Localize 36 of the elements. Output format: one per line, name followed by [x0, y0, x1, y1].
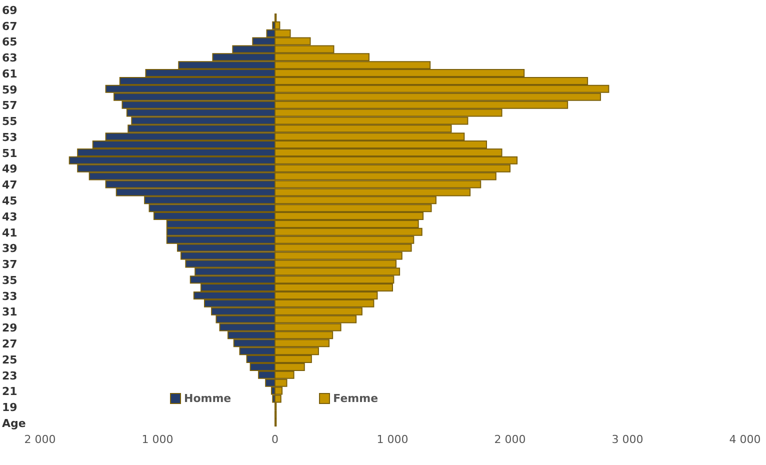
y-tick-label: 27 — [2, 338, 18, 350]
y-tick-label: 21 — [2, 385, 18, 398]
x-tick-label: 2 000 — [494, 432, 526, 446]
y-tick-label: 61 — [2, 67, 18, 80]
y-tick-label: 41 — [2, 226, 18, 240]
x-tick-label: 1 000 — [142, 432, 174, 446]
y-tick-label: 51 — [2, 146, 18, 160]
x-tick-label: 4 000 — [729, 432, 761, 446]
y-tick-label: 43 — [2, 210, 18, 224]
y-tick-label: 35 — [2, 274, 18, 287]
x-tick-label: 1 000 — [376, 432, 408, 446]
y-tick-label: 69 — [2, 4, 18, 17]
y-tick-label: 25 — [2, 353, 18, 366]
y-tick-label: 67 — [2, 20, 18, 33]
y-tick-label: 63 — [2, 52, 18, 65]
y-tick-label: 29 — [2, 322, 18, 335]
y-tick-label: 65 — [2, 36, 18, 49]
y-tick-label: 37 — [2, 258, 18, 272]
y-tick-label: 31 — [2, 306, 18, 319]
y-tick-label: 33 — [2, 290, 18, 303]
y-tick-label: 19 — [2, 401, 18, 414]
y-tick-label: 55 — [2, 115, 18, 128]
y-tick-label: 53 — [2, 130, 18, 144]
x-tick-label: 3 000 — [612, 432, 644, 446]
y-tick-label: 45 — [2, 194, 18, 208]
y-tick-label: Age — [2, 416, 26, 430]
legend-label: Homme — [184, 392, 232, 405]
y-tick-label: 39 — [2, 242, 18, 256]
y-tick-label: 49 — [2, 162, 18, 176]
x-tick-label: 2 000 — [24, 432, 56, 446]
legend-label: Femme — [333, 392, 378, 405]
x-tick-label: 0 — [272, 432, 278, 446]
y-tick-label: 57 — [2, 99, 18, 112]
y-tick-label: 47 — [2, 178, 18, 192]
y-tick-label: 23 — [2, 369, 18, 382]
y-tick-label: 59 — [2, 83, 18, 96]
